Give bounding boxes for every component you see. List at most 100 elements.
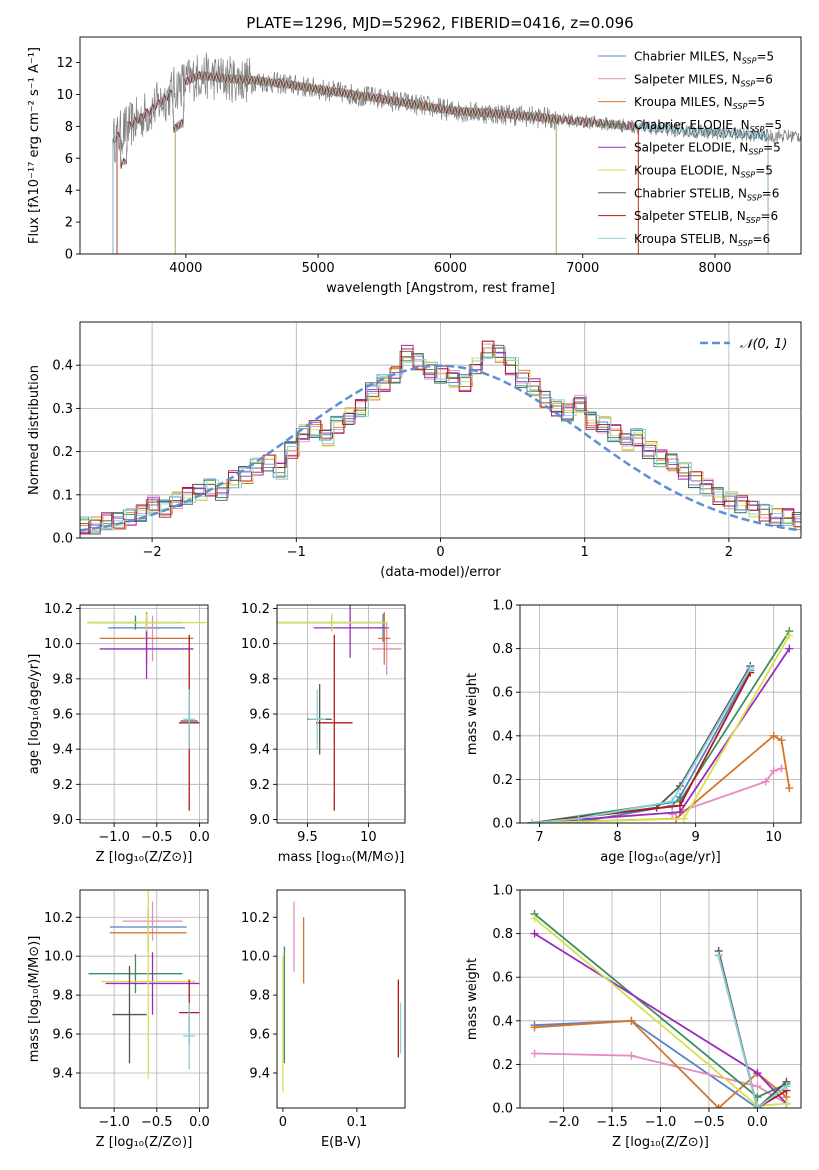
y-tick-label: 0.6 [492, 971, 513, 986]
legend-label-text: Kroupa STELIB, N [634, 232, 738, 246]
x-tick-label: 10 [765, 830, 782, 845]
axes-frame [276, 889, 406, 1109]
y-axis-label: Flux [fλ10⁻¹⁷ erg cm⁻² s⁻¹ A⁻¹] [27, 47, 42, 244]
errorbar-point [105, 952, 200, 1015]
weight-point-marker [782, 1082, 791, 1091]
legend-subscript: SSP [742, 57, 757, 66]
errorbar-point [183, 689, 196, 750]
y-tick-label: 9.8 [52, 989, 73, 1004]
y-tick-label: 9.4 [249, 743, 270, 758]
residual-histogram-9 [80, 356, 801, 534]
chart-mass_vs_EBV: 0 0.1 9.4 9.6 9.8 10.0 10.2 E(B-V) [241, 889, 406, 1150]
weight-point-marker [679, 814, 688, 823]
legend-suffix: =5 [747, 95, 765, 109]
y-tick-label: 0 [65, 248, 73, 263]
plot-area-spectrum [112, 52, 801, 254]
legend-suffix: =6 [755, 72, 773, 86]
legend-label: Salpeter MILES, NSSP=6 [634, 72, 773, 88]
chart-mass_vs_Z: −1.0 −0.5 0.0 9.4 9.6 9.8 10.0 10.2 Z [log₁₀(Z/Z… [27, 889, 210, 1150]
y-tick-label: 1.0 [492, 599, 513, 614]
legend-subscript: SSP [750, 125, 765, 134]
x-axis-label: wavelength [Angstrom, rest frame] [326, 281, 555, 296]
y-tick-label: 10.0 [241, 637, 270, 652]
figure-title: PLATE=1296, MJD=52962, FIBERID=0416, z=0… [246, 14, 633, 32]
errorbar-point [101, 890, 196, 1079]
weight-series-line [531, 672, 752, 823]
weight-point-marker [668, 797, 677, 806]
weight-point-marker [530, 929, 539, 938]
x-tick-label: −1.5 [596, 1115, 628, 1130]
y-tick-label: 0.2 [52, 445, 73, 460]
plot-area-age_vs_mass [277, 605, 402, 811]
chart-residuals: −2 −1 0 1 2 0.0 0.1 0.2 0.3 0.4 (data-model)/error… [27, 321, 802, 580]
model-spectrum-9 [112, 70, 769, 254]
y-tick-label: 9.6 [52, 1028, 73, 1043]
weight-point-marker [574, 814, 583, 823]
residual-histogram-3 [80, 347, 801, 538]
y-tick-label: 9.0 [52, 813, 73, 828]
weight-point-marker [782, 1099, 791, 1108]
weight-point-marker [714, 951, 723, 960]
y-tick-label: 9.8 [249, 672, 270, 687]
y-tick-label: 10.2 [241, 602, 270, 617]
chart-spectrum: 4000 5000 6000 7000 8000 0 2 4 6 8 10 12 wavelength … [27, 36, 802, 296]
x-tick-label: 10 [360, 830, 377, 845]
legend-label-text: Salpeter ELODIE, N [634, 141, 748, 155]
legend-subscript: SSP [748, 148, 763, 157]
y-tick-label: 0.1 [52, 488, 73, 503]
legend-suffix: =5 [763, 141, 781, 155]
x-tick-label: 6000 [434, 261, 467, 276]
legend-suffix: =6 [762, 186, 780, 200]
x-tick-label: 8 [613, 830, 621, 845]
x-tick-label: −0.5 [693, 1115, 725, 1130]
y-tick-label: 0.2 [492, 1058, 513, 1073]
plot-area-mass_vs_Z [88, 890, 200, 1079]
weight-point-marker [761, 777, 770, 786]
y-tick-label: 10.2 [44, 911, 73, 926]
weight-series-line [717, 955, 788, 1108]
y-tick-label: 9.8 [249, 989, 270, 1004]
legend-label: Chabrier ELODIE, NSSP=5 [634, 118, 782, 134]
y-tick-label: 9.8 [52, 672, 73, 687]
residual-histogram-7 [80, 344, 801, 535]
errorbar-point [183, 1002, 196, 1070]
y-tick-label: 0.8 [492, 927, 513, 942]
errorbar-point [277, 613, 387, 632]
weight-point-marker [714, 1104, 723, 1108]
y-tick-label: 9.4 [52, 743, 73, 758]
x-tick-label: 4000 [169, 261, 202, 276]
y-tick-label: 1.0 [492, 884, 513, 899]
y-axis-label: age [log₁₀(age/yr)] [27, 654, 42, 775]
errorbar-point [316, 634, 353, 811]
residual-histogram-6 [80, 352, 801, 538]
y-tick-label: 9.6 [249, 708, 270, 723]
x-tick-label: −2 [143, 545, 162, 560]
y-tick-label: 10.0 [241, 950, 270, 965]
x-axis-label: age [log₁₀(age/yr)] [600, 850, 721, 865]
y-tick-label: 9.4 [52, 1066, 73, 1081]
legend-label: 𝒩(0, 1) [740, 337, 787, 352]
legend-label: Kroupa MILES, NSSP=5 [634, 95, 765, 111]
plot-area-weight_vs_age [527, 627, 794, 823]
weight-series-line [531, 667, 752, 823]
legend-label-text: Kroupa ELODIE, N [634, 164, 741, 178]
y-tick-label: 0.4 [492, 1014, 513, 1029]
x-tick-label: 9.5 [297, 830, 318, 845]
legend-suffix: =5 [755, 164, 773, 178]
legend-suffix: =6 [753, 232, 771, 246]
x-tick-label: 0 [436, 545, 444, 560]
y-tick-label: 0.8 [492, 642, 513, 657]
y-tick-label: 0.0 [492, 817, 513, 832]
y-tick-label: 10.2 [44, 602, 73, 617]
weight-point-marker [753, 1082, 762, 1091]
plot-area-residuals [80, 340, 801, 538]
weight-point-marker [753, 1104, 762, 1108]
y-tick-label: 4 [65, 184, 73, 199]
axes-frame [519, 604, 802, 824]
legend-suffix: =5 [756, 50, 774, 64]
axes-frame [79, 36, 802, 255]
x-tick-label: 0 [279, 1115, 287, 1130]
legend-subscript: SSP [741, 171, 756, 180]
weight-point-marker [668, 810, 677, 819]
